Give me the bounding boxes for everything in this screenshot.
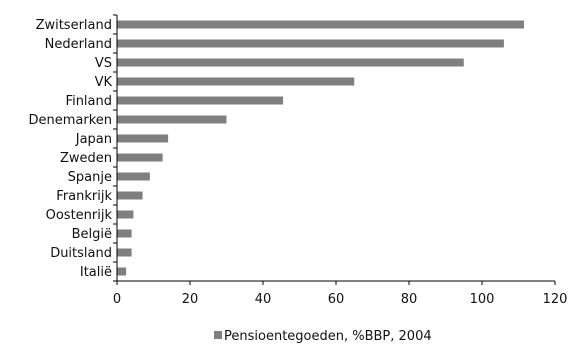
bar <box>117 191 143 200</box>
category-label: Japan <box>75 132 112 147</box>
category-label: Zweden <box>60 151 112 166</box>
category-label: Duitsland <box>50 246 112 261</box>
bars <box>117 20 524 276</box>
category-label: VK <box>95 75 113 90</box>
x-tick-label: 80 <box>401 292 418 307</box>
category-label: Italië <box>80 265 112 280</box>
bar <box>117 267 127 276</box>
legend: Pensioentegoeden, %BBP, 2004 <box>214 329 432 344</box>
bar <box>117 39 504 48</box>
x-tick-label: 20 <box>182 292 199 307</box>
x-tick-label: 100 <box>470 292 495 307</box>
bar <box>117 229 132 238</box>
bar <box>117 96 284 105</box>
x-tick-label: 0 <box>113 292 121 307</box>
legend-swatch <box>214 331 222 339</box>
category-label: Nederland <box>45 37 112 52</box>
bar <box>117 248 132 257</box>
bar <box>117 210 134 219</box>
bar <box>117 77 355 86</box>
bar <box>117 20 524 29</box>
category-labels: Zwitserland Nederland VS VK Finland Denemarke… <box>28 18 112 280</box>
x-tick-label: 60 <box>328 292 345 307</box>
legend-label: Pensioentegoeden, %BBP, 2004 <box>224 329 432 344</box>
y-axis-ticks <box>113 14 117 282</box>
bar <box>117 153 163 162</box>
x-tick-label: 40 <box>255 292 272 307</box>
bar <box>117 134 169 143</box>
bar <box>117 172 150 181</box>
category-label: Denemarken <box>28 113 112 128</box>
x-tick-label: 120 <box>543 292 568 307</box>
category-label: VS <box>95 56 112 71</box>
x-axis-ticks: 0 20 40 60 80 100 120 <box>113 281 568 307</box>
category-label: Frankrijk <box>56 189 112 204</box>
category-label: Zwitserland <box>36 18 112 33</box>
category-label: België <box>72 227 112 242</box>
bar <box>117 115 227 124</box>
category-label: Oostenrijk <box>46 208 113 223</box>
category-label: Spanje <box>68 170 112 185</box>
bar <box>117 58 464 67</box>
category-label: Finland <box>66 94 112 109</box>
